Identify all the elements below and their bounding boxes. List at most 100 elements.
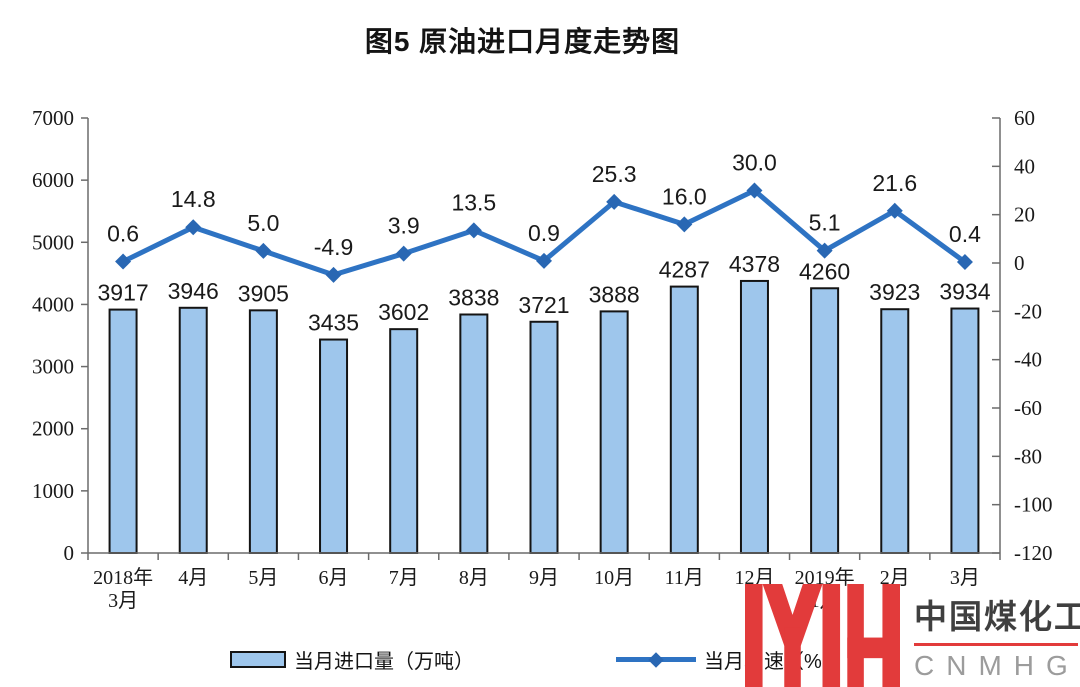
line-value-label: 16.0 (662, 183, 707, 209)
logo-stroke (745, 584, 763, 687)
legend-item-imports: 当月进口量（万吨） (230, 645, 474, 674)
x-category-label: 6月 (319, 567, 349, 589)
line-value-label: 30.0 (732, 150, 777, 176)
logo-stroke (822, 584, 841, 687)
right-axis-tick-label: -40 (1014, 348, 1042, 372)
line-value-label: 21.6 (872, 170, 917, 196)
line-marker (746, 182, 763, 199)
x-category-label: 2月 (880, 567, 910, 589)
watermark-cn-name: 中国煤化工 (914, 598, 1080, 635)
x-category-label: 11月 (665, 567, 704, 589)
logo-stroke (847, 584, 864, 687)
bar-value-label: 3934 (939, 279, 990, 305)
line-value-label: 13.5 (451, 189, 496, 215)
right-axis-tick-label: 0 (1014, 251, 1025, 275)
line-series-label: 当月增速（%） (704, 651, 842, 673)
watermark-en-name: CNMHG (914, 650, 1080, 681)
chart-title: 图5 原油进口月度走势图 (364, 26, 681, 57)
bar-value-label: 3838 (448, 284, 499, 310)
line-value-label: 14.8 (171, 186, 216, 212)
right-axis-tick-label: -80 (1014, 444, 1042, 468)
line-marker (185, 219, 202, 236)
bar (529, 320, 559, 554)
right-axis-tick-label: -60 (1014, 396, 1042, 420)
line-marker (115, 253, 132, 270)
x-category-label: 10月 (594, 567, 634, 589)
left-axis-tick-label: 0 (64, 541, 75, 565)
right-axis-tick-label: 60 (1014, 106, 1035, 130)
bar (739, 279, 769, 554)
line-marker (886, 202, 903, 219)
legend-item-growth: 当月增速（%） (616, 645, 842, 674)
line-marker (395, 245, 412, 262)
bar (389, 328, 419, 555)
right-axis-tick-label: -120 (1014, 541, 1053, 565)
line-marker (465, 222, 482, 239)
bar (459, 313, 489, 555)
x-category-label: 3月 (950, 567, 980, 589)
left-axis-tick-label: 4000 (32, 292, 74, 316)
line-value-label: 25.3 (592, 161, 637, 187)
bar (880, 308, 910, 554)
logo-stroke (762, 584, 823, 646)
watermark: 中国煤化工 CNMHG (745, 584, 1080, 687)
bar-series-swatch (230, 651, 286, 668)
line-marker (255, 242, 272, 259)
bar-value-label: 3602 (378, 299, 429, 325)
line-marker (816, 242, 833, 259)
bar (599, 310, 629, 555)
watermark-text-block: 中国煤化工 CNMHG (914, 584, 1080, 682)
bar-value-label: 3435 (308, 310, 359, 336)
right-axis-tick-label: 40 (1014, 154, 1035, 178)
line-series-swatch (616, 651, 696, 668)
bar-value-label: 3721 (518, 292, 569, 318)
line-marker-icon (648, 651, 664, 668)
logo-stroke (847, 637, 900, 659)
bar-value-label: 3923 (869, 279, 920, 305)
bar (950, 307, 980, 554)
line-value-label: 0.6 (107, 221, 139, 247)
bar (669, 285, 699, 554)
left-axis-tick-label: 7000 (32, 106, 74, 130)
x-category-label: 5月 (248, 567, 278, 589)
x-category-label: 9月 (529, 567, 559, 589)
bar-value-label: 3905 (238, 280, 289, 306)
left-axis-tick-label: 2000 (32, 417, 74, 441)
x-category-label: 8月 (459, 567, 489, 589)
line-value-label: 0.9 (528, 220, 560, 246)
x-category-label: 3月 (108, 590, 138, 612)
bar (108, 308, 138, 554)
x-category-label: 2018年 (93, 566, 153, 589)
bar-series-label: 当月进口量（万吨） (294, 651, 474, 673)
bar (178, 306, 208, 554)
line-value-label: 3.9 (388, 213, 420, 239)
right-axis-tick-label: -100 (1014, 493, 1053, 517)
line-value-label: 5.0 (247, 210, 279, 236)
x-category-label: 7月 (389, 567, 419, 589)
bar-value-label: 4287 (659, 257, 710, 283)
watermark-divider (914, 643, 1078, 646)
bar (810, 287, 840, 554)
bar-value-label: 4378 (729, 251, 780, 277)
line-value-label: 5.1 (809, 210, 841, 236)
left-axis-tick-label: 5000 (32, 230, 74, 254)
bar (319, 338, 349, 554)
left-axis-tick-label: 6000 (32, 168, 74, 192)
x-category-label: 2019年 (795, 566, 855, 589)
line-marker (956, 254, 973, 271)
x-category-label: 12月 (734, 567, 774, 589)
left-axis-tick-label: 3000 (32, 355, 74, 379)
cnmhg-logo-icon (745, 584, 900, 687)
bar-value-label: 3888 (589, 281, 640, 307)
line-marker (536, 252, 552, 269)
line-marker (676, 216, 693, 233)
bar-value-label: 4260 (799, 258, 850, 284)
logo-stroke (882, 584, 900, 687)
bar-value-label: 3917 (97, 280, 148, 306)
x-category-label: 4月 (178, 567, 208, 589)
bar (248, 309, 278, 555)
left-axis-tick-label: 1000 (32, 479, 74, 503)
logo-stroke (784, 627, 801, 687)
line-marker (325, 266, 342, 283)
